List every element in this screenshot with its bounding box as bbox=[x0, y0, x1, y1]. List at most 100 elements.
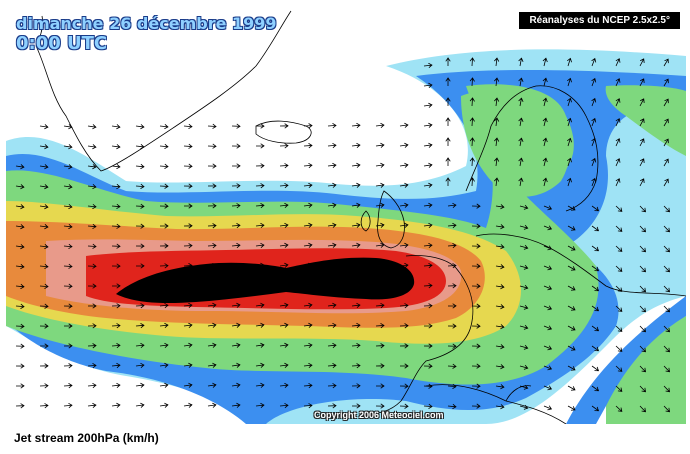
wind-arrow bbox=[663, 178, 669, 187]
wind-arrow bbox=[327, 182, 337, 188]
wind-arrow bbox=[519, 404, 529, 410]
wind-arrow bbox=[639, 265, 647, 273]
wind-arrow bbox=[423, 82, 433, 88]
wind-arrow bbox=[207, 243, 217, 249]
wind-arrow bbox=[63, 343, 73, 349]
wind-arrow bbox=[591, 97, 597, 107]
wind-arrow bbox=[495, 204, 505, 210]
wind-arrow bbox=[207, 362, 217, 368]
wind-arrow bbox=[111, 164, 121, 170]
wind-arrows bbox=[15, 57, 671, 413]
wind-arrow bbox=[591, 205, 600, 212]
wind-arrow bbox=[543, 265, 553, 271]
wind-arrow bbox=[615, 365, 623, 372]
wind-arrow bbox=[663, 245, 671, 253]
wind-arrow bbox=[543, 345, 553, 351]
wind-arrow bbox=[255, 302, 265, 308]
wind-arrow bbox=[447, 323, 457, 329]
wind-arrow bbox=[375, 302, 385, 309]
wind-arrow bbox=[567, 97, 572, 107]
wind-arrow bbox=[591, 265, 600, 272]
wind-arrow bbox=[567, 245, 576, 251]
wind-arrow bbox=[543, 245, 553, 251]
band-green-scandinavia bbox=[461, 90, 570, 197]
wind-arrow bbox=[591, 245, 600, 252]
wind-arrow bbox=[207, 183, 217, 189]
wind-arrow bbox=[183, 263, 193, 269]
wind-arrow bbox=[471, 403, 481, 409]
wind-arrow bbox=[63, 124, 73, 130]
wind-arrow bbox=[111, 343, 121, 349]
wind-arrow bbox=[183, 282, 193, 289]
wind-arrow bbox=[111, 323, 121, 329]
wind-arrow bbox=[327, 322, 337, 328]
wind-arrow bbox=[39, 124, 49, 130]
wind-arrow bbox=[423, 222, 433, 228]
wind-arrow bbox=[63, 303, 73, 309]
wind-arrow bbox=[469, 97, 475, 107]
wind-arrow bbox=[231, 123, 241, 129]
wind-arrow bbox=[542, 117, 548, 127]
wind-arrow bbox=[543, 325, 553, 331]
wind-arrow bbox=[663, 225, 671, 233]
wind-arrow bbox=[447, 363, 457, 369]
wind-arrow bbox=[183, 362, 193, 368]
wind-arrow bbox=[639, 58, 645, 67]
iceland-coast bbox=[255, 120, 312, 144]
wind-arrow bbox=[639, 245, 647, 253]
wind-arrow bbox=[518, 97, 524, 107]
wind-arrow bbox=[445, 117, 451, 127]
wind-arrow bbox=[15, 264, 25, 270]
wind-arrow bbox=[567, 225, 576, 231]
wind-arrow bbox=[639, 98, 645, 107]
wind-arrow bbox=[63, 204, 73, 210]
wind-arrow bbox=[39, 303, 49, 309]
wind-arrow bbox=[87, 263, 97, 269]
wind-arrow bbox=[591, 117, 597, 127]
wind-arrow bbox=[471, 363, 481, 369]
british-isles-coast bbox=[360, 190, 405, 249]
wind-arrow bbox=[495, 324, 505, 330]
wind-arrow bbox=[327, 403, 337, 409]
source-label: Réanalyses du NCEP 2.5x2.5° bbox=[519, 12, 680, 29]
wind-arrow bbox=[183, 143, 193, 149]
wind-arrow bbox=[399, 242, 409, 248]
wind-arrow bbox=[255, 183, 265, 189]
wind-arrow bbox=[639, 405, 647, 413]
wind-arrow bbox=[400, 363, 409, 369]
wind-arrow bbox=[87, 124, 97, 130]
wind-arrow bbox=[39, 144, 49, 150]
wind-arrow bbox=[87, 323, 97, 329]
wind-arrow bbox=[639, 305, 647, 313]
wind-arrow bbox=[567, 265, 576, 271]
wind-arrow bbox=[469, 57, 475, 67]
wind-arrow bbox=[471, 383, 481, 389]
wind-arrow bbox=[423, 383, 433, 389]
wind-arrow bbox=[207, 262, 217, 269]
wind-arrow bbox=[39, 224, 49, 230]
wind-arrow bbox=[543, 365, 553, 371]
wind-arrow bbox=[15, 244, 25, 250]
wind-arrow bbox=[567, 117, 572, 127]
wind-arrow bbox=[375, 323, 385, 329]
wind-arrow bbox=[111, 124, 121, 130]
wind-arrow bbox=[39, 263, 49, 270]
wind-arrow bbox=[639, 205, 647, 213]
wind-arrow bbox=[159, 362, 169, 368]
wind-arrow bbox=[63, 402, 73, 409]
wind-arrow bbox=[231, 143, 241, 149]
wind-arrow bbox=[39, 383, 49, 389]
wind-arrow bbox=[663, 345, 671, 353]
wind-arrow bbox=[279, 222, 289, 228]
wind-arrow bbox=[207, 223, 217, 229]
wind-arrow bbox=[567, 405, 576, 411]
wind-arrow bbox=[111, 303, 121, 309]
wind-arrow bbox=[399, 162, 409, 168]
wind-arrow bbox=[471, 323, 481, 329]
wind-arrow bbox=[111, 203, 121, 209]
wind-arrow bbox=[231, 342, 241, 348]
wind-arrow bbox=[591, 177, 597, 187]
wind-arrow bbox=[591, 225, 600, 232]
wind-arrow bbox=[615, 58, 621, 67]
wind-arrow bbox=[494, 97, 500, 107]
